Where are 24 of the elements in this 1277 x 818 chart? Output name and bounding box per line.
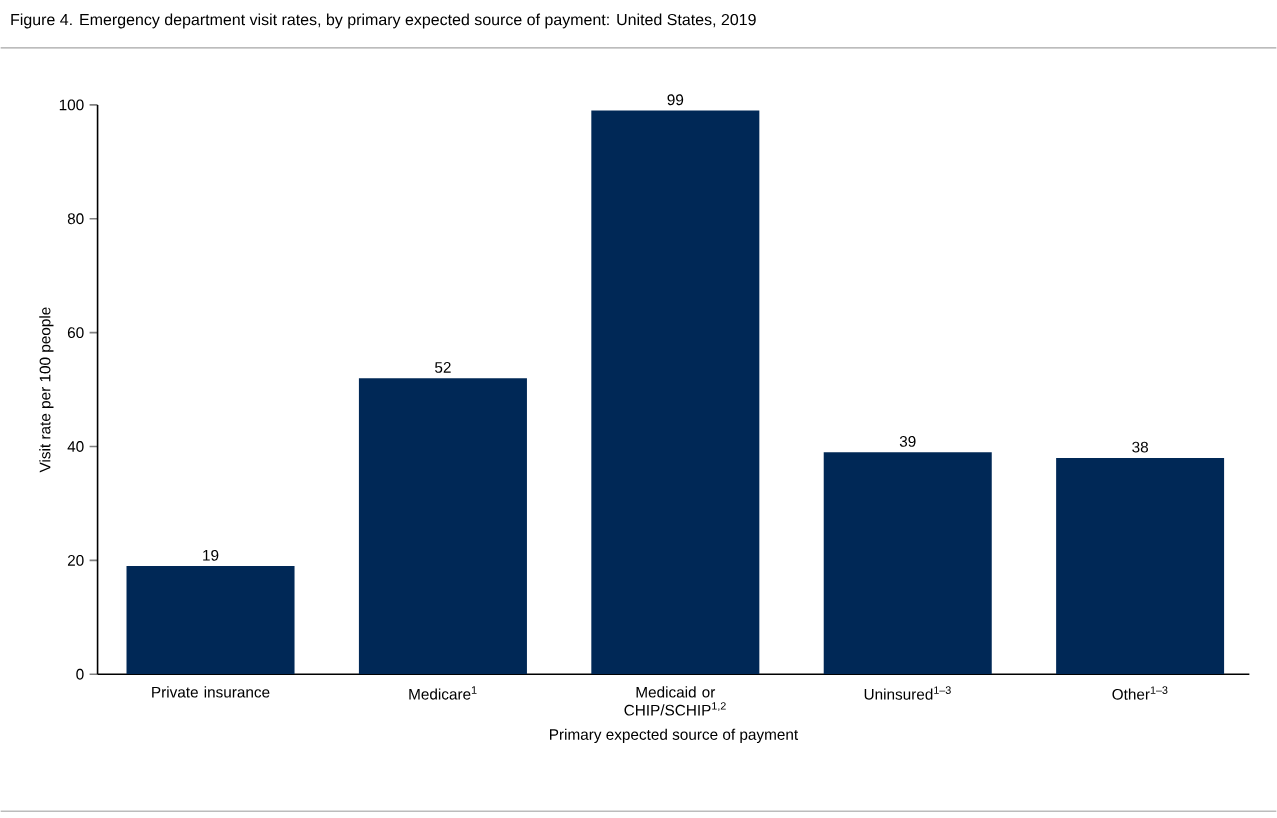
bar	[358, 378, 527, 675]
x-tick-label: Medicaid or CHIP/SCHIP$^{1,2}$	[624, 686, 726, 716]
x-tick-label: Uninsured$^{1–3}$	[864, 686, 951, 700]
y-tick-label: 60	[67, 327, 84, 339]
data-label: 19	[203, 549, 219, 561]
bar	[823, 452, 992, 675]
y-tick-label: 40	[67, 441, 84, 452]
data-label: 38	[1132, 441, 1148, 453]
y-axis-title: Visit rate per 100 people	[39, 307, 54, 473]
y-tick-label: 80	[67, 213, 84, 225]
x-axis-title: Primary expected source of payment	[550, 728, 799, 743]
y-tick-label: 100	[59, 99, 84, 111]
data-label: 52	[435, 361, 451, 373]
chart-title: Figure 4. Emergency department visit rates, by primary expected source of payment: United States, 2019	[11, 13, 756, 29]
data-label: 99	[667, 94, 684, 106]
y-tick-label: 20	[67, 554, 84, 566]
x-tick-label: Other$^{1–3}$	[1112, 686, 1168, 700]
bar	[1056, 457, 1225, 675]
x-tick-label: Private insurance	[152, 686, 270, 698]
bar	[126, 566, 295, 675]
bar	[591, 110, 760, 675]
x-tick-label: Medicare$^{1}$	[409, 686, 477, 700]
data-label: 39	[899, 435, 916, 447]
y-tick-label: 0	[76, 668, 84, 680]
